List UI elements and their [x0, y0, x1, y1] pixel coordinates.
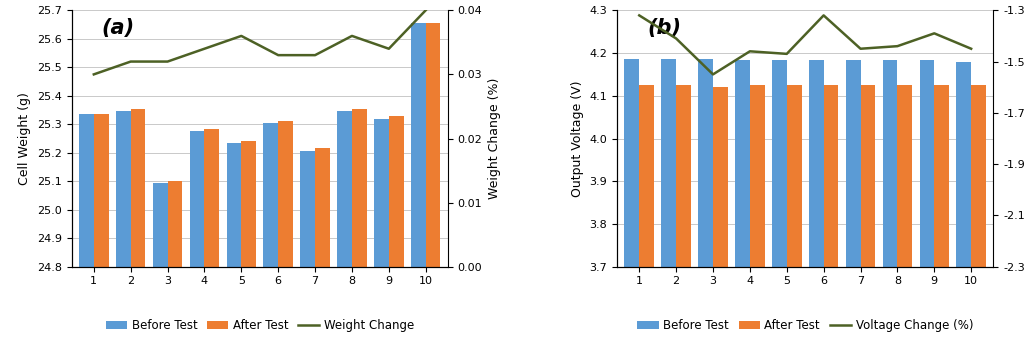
Bar: [625, 60, 639, 342]
Voltage Change (%): [743, 49, 756, 53]
Weight Change: [162, 60, 174, 64]
Bar: [823, 85, 839, 342]
Bar: [131, 109, 145, 342]
Bar: [79, 114, 94, 342]
Voltage Change (%): [817, 13, 829, 17]
Bar: [389, 116, 403, 342]
Bar: [846, 60, 860, 342]
Voltage Change (%): [707, 73, 719, 77]
Weight Change: [309, 53, 322, 57]
Weight Change: [125, 60, 137, 64]
Text: (a): (a): [101, 18, 135, 38]
Bar: [698, 60, 713, 342]
Bar: [735, 60, 750, 342]
Line: Weight Change: Weight Change: [94, 10, 426, 75]
Y-axis label: Cell Weight (g): Cell Weight (g): [18, 92, 32, 185]
Bar: [242, 141, 256, 342]
Legend: Before Test, After Test, Weight Change: Before Test, After Test, Weight Change: [105, 319, 414, 332]
Bar: [94, 114, 109, 342]
Bar: [786, 85, 802, 342]
Weight Change: [272, 53, 285, 57]
Bar: [639, 85, 654, 342]
Text: (b): (b): [647, 18, 681, 38]
Bar: [772, 60, 786, 342]
Bar: [411, 23, 426, 342]
Bar: [315, 148, 330, 342]
Bar: [426, 23, 440, 342]
Bar: [809, 60, 823, 342]
Voltage Change (%): [928, 31, 940, 36]
Bar: [263, 123, 279, 342]
Bar: [300, 152, 315, 342]
Bar: [374, 119, 389, 342]
Bar: [713, 87, 728, 342]
Bar: [153, 183, 168, 342]
Weight Change: [420, 8, 432, 12]
Bar: [662, 60, 676, 342]
Voltage Change (%): [633, 13, 645, 17]
Bar: [168, 181, 182, 342]
Voltage Change (%): [780, 52, 793, 56]
Bar: [116, 111, 131, 342]
Voltage Change (%): [891, 44, 903, 48]
Legend: Before Test, After Test, Voltage Change (%): Before Test, After Test, Voltage Change …: [637, 319, 973, 332]
Bar: [860, 85, 876, 342]
Weight Change: [383, 47, 395, 51]
Bar: [189, 131, 205, 342]
Bar: [279, 121, 293, 342]
Weight Change: [236, 34, 248, 38]
Weight Change: [199, 47, 211, 51]
Bar: [883, 60, 897, 342]
Voltage Change (%): [670, 37, 682, 41]
Y-axis label: Weight Change (%): Weight Change (%): [487, 78, 501, 199]
Weight Change: [88, 73, 100, 77]
Y-axis label: Output Voltage (V): Output Voltage (V): [571, 80, 584, 197]
Line: Voltage Change (%): Voltage Change (%): [639, 15, 971, 75]
Bar: [337, 111, 352, 342]
Bar: [934, 85, 949, 342]
Bar: [226, 143, 242, 342]
Bar: [971, 85, 986, 342]
Bar: [956, 62, 971, 342]
Bar: [205, 129, 219, 342]
Voltage Change (%): [965, 47, 977, 51]
Bar: [676, 85, 691, 342]
Bar: [920, 60, 934, 342]
Weight Change: [346, 34, 358, 38]
Bar: [897, 85, 912, 342]
Voltage Change (%): [854, 47, 866, 51]
Bar: [352, 109, 367, 342]
Bar: [750, 85, 765, 342]
